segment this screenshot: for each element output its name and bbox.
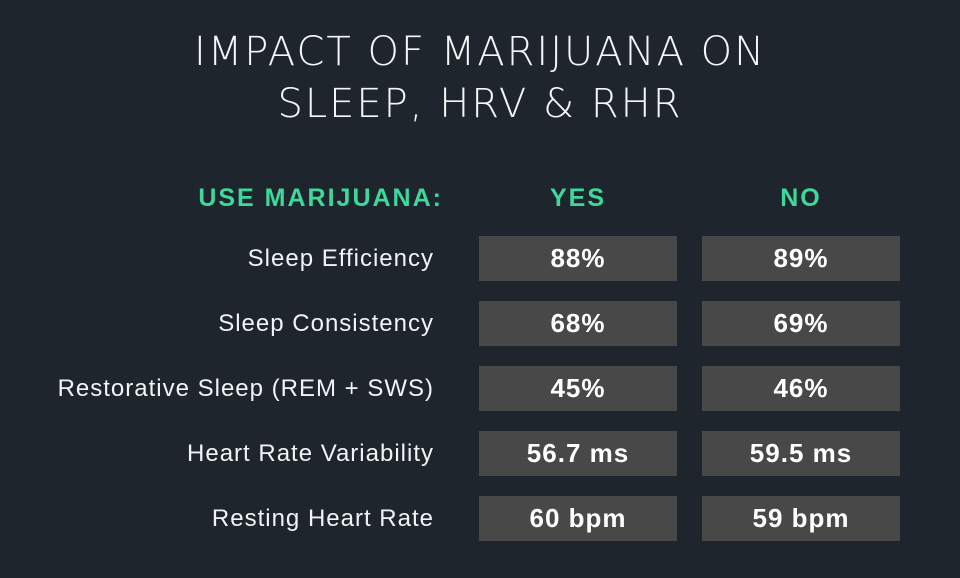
header-yes: YES	[549, 184, 607, 212]
table-row-resting-heart-rate: Resting Heart Rate 60 bpm 59 bpm	[0, 496, 960, 541]
cell-no: 59.5 ms	[702, 431, 900, 476]
title-line-2: SLEEP, HRV & RHR	[277, 81, 683, 127]
table-row-sleep-efficiency: Sleep Efficiency 88% 89%	[0, 236, 960, 281]
header-no: NO	[780, 184, 822, 212]
table-row-sleep-consistency: Sleep Consistency 68% 69%	[0, 301, 960, 346]
table-row-heart-rate-variability: Heart Rate Variability 56.7 ms 59.5 ms	[0, 431, 960, 476]
cell-yes: 60 bpm	[479, 496, 677, 541]
cell-yes: 56.7 ms	[479, 431, 677, 476]
cell-yes: 88%	[479, 236, 677, 281]
row-label: Resting Heart Rate	[211, 505, 434, 532]
table-header: USE MARIJUANA: YES NO	[0, 180, 960, 216]
cell-yes: 45%	[479, 366, 677, 411]
cell-no: 89%	[702, 236, 900, 281]
cell-no: 46%	[702, 366, 900, 411]
comparison-table: Sleep Efficiency 88% 89% Sleep Consisten…	[0, 236, 960, 561]
cell-no: 69%	[702, 301, 900, 346]
cell-yes: 68%	[479, 301, 677, 346]
row-label: Restorative Sleep (REM + SWS)	[57, 375, 434, 402]
table-row-restorative-sleep: Restorative Sleep (REM + SWS) 45% 46%	[0, 366, 960, 411]
header-label: USE MARIJUANA:	[198, 184, 443, 212]
page-title: IMPACT OF MARIJUANA ON SLEEP, HRV & RHR	[0, 26, 960, 130]
title-line-1: IMPACT OF MARIJUANA ON	[193, 29, 767, 75]
row-label: Sleep Consistency	[218, 310, 434, 337]
row-label: Sleep Efficiency	[247, 245, 434, 272]
cell-no: 59 bpm	[702, 496, 900, 541]
row-label: Heart Rate Variability	[187, 440, 434, 467]
